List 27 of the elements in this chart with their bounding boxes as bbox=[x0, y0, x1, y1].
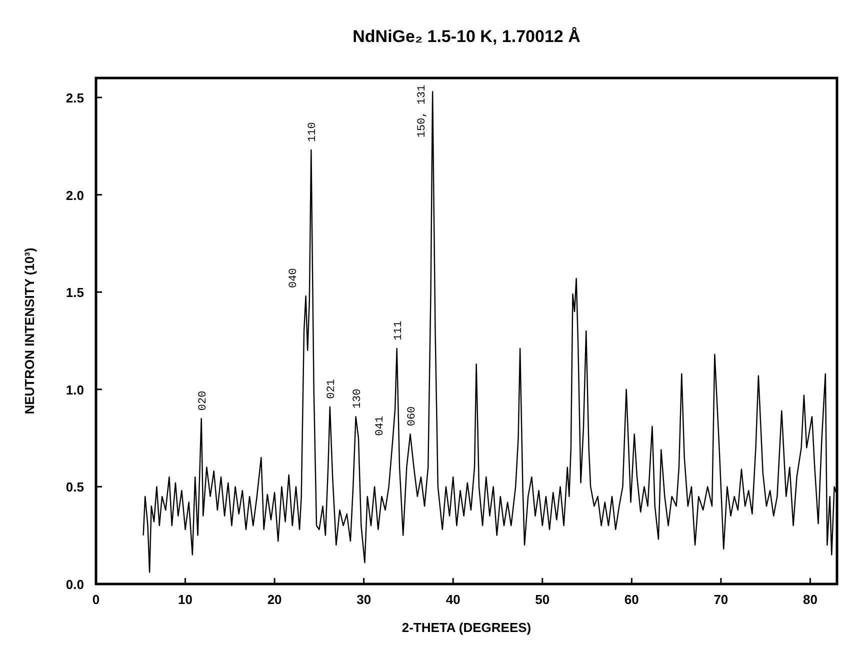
x-tick-label: 20 bbox=[267, 592, 282, 607]
annotation: 060 bbox=[406, 406, 418, 426]
x-tick-label: 40 bbox=[446, 592, 460, 607]
annotation: 041 bbox=[374, 416, 386, 436]
x-tick-label: 80 bbox=[802, 592, 818, 607]
x-tick-label: 60 bbox=[624, 592, 639, 607]
annotation: 150, 131 bbox=[416, 84, 429, 138]
annotation: 130 bbox=[352, 388, 364, 409]
x-axis-title: 2-THETA (DEGREES) bbox=[402, 620, 532, 635]
annotation: 111 bbox=[392, 320, 405, 341]
chart-title: NdNiGe₂ 1.5-10 K, 1.70012 Å bbox=[352, 27, 580, 46]
x-tick-label: 70 bbox=[714, 592, 728, 607]
annotation: 110 bbox=[307, 122, 320, 142]
y-tick-label: 0.0 bbox=[66, 577, 84, 592]
y-tick-label: 1.5 bbox=[66, 285, 84, 300]
y-tick-label: 2.5 bbox=[66, 90, 84, 106]
y-axis-title: NEUTRON INTENSITY (10³) bbox=[22, 248, 37, 414]
x-tick-label: 30 bbox=[356, 592, 372, 607]
x-tick-label: 10 bbox=[178, 592, 193, 607]
annotation: 021 bbox=[326, 378, 338, 399]
annotation: 020 bbox=[197, 390, 210, 411]
y-tick-label: 1.0 bbox=[66, 382, 84, 398]
annotation: 040 bbox=[288, 268, 300, 288]
y-tick-label: 2.0 bbox=[66, 188, 84, 203]
y-tick-label: 0.5 bbox=[66, 480, 84, 495]
x-tick-label: 50 bbox=[535, 592, 550, 607]
x-tick-label: 0 bbox=[92, 592, 100, 607]
